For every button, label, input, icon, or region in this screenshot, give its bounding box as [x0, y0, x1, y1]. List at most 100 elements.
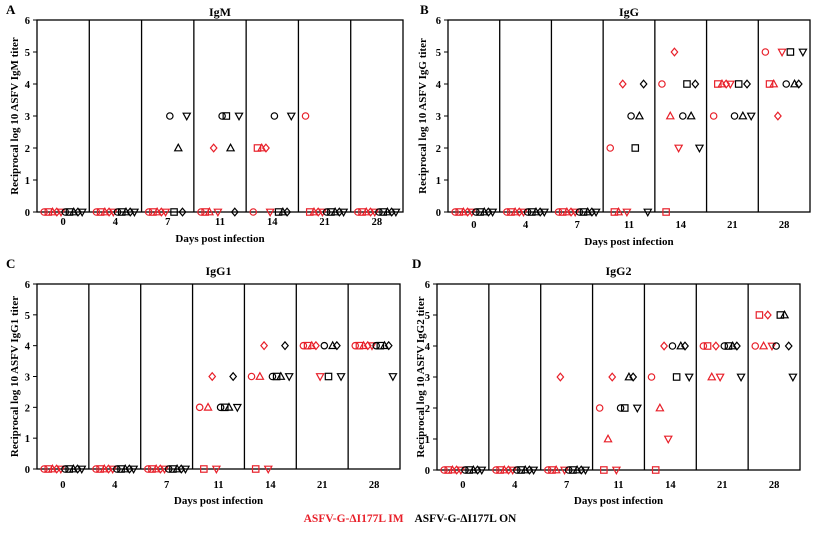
data-point [247, 372, 256, 381]
x-axis-label: Days post infection [174, 495, 263, 507]
data-point [299, 341, 308, 350]
data-point [286, 112, 296, 122]
data-point [691, 79, 700, 89]
data-point [670, 47, 679, 57]
x-tick-label: 4 [523, 220, 529, 231]
x-tick-label: 21 [319, 217, 330, 228]
data-point [618, 79, 627, 89]
data-point [108, 465, 118, 475]
data-point [197, 208, 205, 216]
x-tick-label: 28 [779, 220, 790, 231]
data-point [595, 404, 604, 412]
panel-letter: A [6, 2, 16, 17]
legend-im-label: ASFV-G-ΔI177L IM [303, 513, 404, 525]
data-point [484, 207, 493, 217]
data-point [200, 465, 208, 473]
y-tick-label: 4 [25, 80, 31, 91]
data-point [177, 464, 186, 474]
data-point [61, 208, 70, 216]
data-point [351, 341, 360, 350]
data-point [129, 465, 139, 475]
data-point [284, 373, 294, 382]
data-point [523, 208, 532, 216]
data-point [627, 112, 635, 120]
data-point [554, 208, 563, 216]
data-point [777, 48, 787, 58]
data-point [738, 110, 748, 120]
panel-c: C IgG1 0 1 2 3 4 5 6 0 4 7 11 14 21 28 Days post infecti… [6, 256, 401, 507]
data-point [208, 371, 217, 382]
data-point [629, 372, 638, 382]
data-point [722, 79, 731, 89]
data-point [529, 466, 539, 476]
data-point [156, 464, 165, 474]
x-tick-label: 0 [460, 480, 465, 491]
x-tick-label: 0 [60, 480, 65, 491]
y-tick-label: 5 [425, 311, 430, 322]
data-point [370, 208, 380, 218]
data-point [779, 309, 790, 319]
y-tick-label: 2 [25, 403, 30, 414]
y-tick-label: 1 [425, 435, 430, 446]
data-point [144, 465, 152, 473]
data-point [372, 341, 380, 350]
x-tick-label: 7 [164, 480, 169, 491]
data-point [755, 311, 764, 319]
data-point [632, 404, 642, 414]
data-point [651, 466, 660, 474]
data-point [129, 208, 140, 218]
data-point [375, 208, 383, 216]
data-point [567, 207, 576, 217]
data-point [587, 207, 596, 217]
data-point [261, 143, 270, 153]
data-point [317, 208, 328, 218]
chart-title: IgG [619, 5, 639, 19]
data-point [315, 373, 325, 382]
y-tick-label: 3 [425, 373, 430, 384]
data-point [320, 341, 329, 350]
plot-frame [36, 283, 401, 470]
data-point [686, 110, 696, 120]
data-point [461, 466, 469, 474]
data-point [663, 435, 673, 445]
data-point [144, 208, 153, 216]
panel-d: D IgG2 0 1 2 3 4 5 6 0 4 7 11 14 21 28 Days post infecti… [412, 256, 801, 507]
x-tick-label: 28 [369, 480, 380, 491]
y-tick-label: 3 [25, 373, 30, 384]
x-tick-label: 28 [372, 217, 383, 228]
data-point [336, 373, 346, 382]
data-point [730, 112, 739, 120]
data-point [711, 341, 720, 351]
data-point [61, 465, 69, 473]
data-point [763, 310, 772, 320]
data-point [769, 78, 779, 88]
x-tick-label: 11 [614, 480, 624, 491]
x-tick-label: 21 [717, 480, 728, 491]
x-tick-label: 11 [215, 217, 225, 228]
x-tick-label: 21 [727, 220, 738, 231]
data-point [229, 371, 238, 382]
y-tick-label: 4 [25, 342, 31, 353]
x-axis-label: Days post infection [574, 495, 663, 507]
data-point [225, 142, 236, 152]
y-tick-label: 0 [25, 208, 30, 219]
x-axis-label: Days post infection [584, 236, 673, 248]
data-point [539, 208, 549, 218]
data-point [678, 112, 687, 120]
data-point [77, 208, 87, 218]
data-point [224, 402, 234, 411]
y-tick-label: 1 [25, 176, 30, 187]
data-point [767, 342, 777, 352]
data-point [758, 340, 769, 350]
data-point [281, 340, 289, 351]
data-point [655, 402, 665, 412]
legend: ASFV-G-ΔI177L IM ASFV-G-ΔI177L ON [0, 513, 820, 525]
chart-title: IgM [209, 5, 231, 19]
data-point [715, 373, 725, 383]
data-point [260, 340, 269, 351]
data-point [508, 466, 518, 476]
y-tick-label: 0 [425, 466, 430, 477]
data-point [694, 144, 705, 154]
data-point [213, 208, 223, 218]
